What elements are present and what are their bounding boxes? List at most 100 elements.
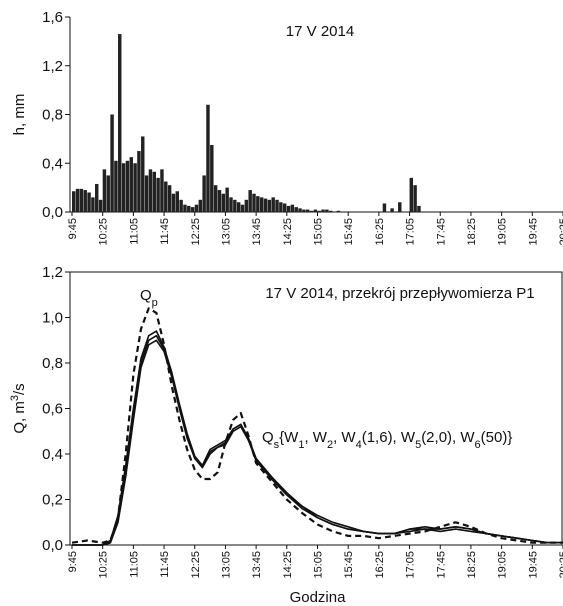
bar — [148, 169, 153, 212]
bar — [229, 197, 233, 212]
x-tick-label: 13:45 — [251, 218, 263, 246]
bar — [210, 144, 214, 212]
x-tick-label: 14:25 — [282, 218, 294, 246]
bar — [106, 175, 110, 212]
annotation-part: Q — [140, 287, 152, 304]
x-tick-label: 17:05 — [405, 551, 417, 579]
bar — [175, 191, 180, 212]
label-part: 3 — [9, 395, 21, 401]
y-tick-label: 1,2 — [42, 264, 63, 281]
y-tick-label: 0,0 — [42, 537, 63, 554]
bar — [160, 169, 164, 212]
x-tick-label: 11:05 — [128, 551, 140, 578]
x-tick-label: 10:25 — [98, 551, 110, 579]
bar — [263, 198, 268, 212]
bar — [87, 192, 91, 212]
y-tick-label: 0,8 — [42, 355, 63, 372]
bar — [187, 205, 191, 212]
bar — [313, 209, 318, 212]
x-tick-label: 11:05 — [128, 218, 140, 245]
x-tick-label: 13:05 — [220, 218, 232, 246]
annotation-part: Q — [262, 429, 274, 446]
bar — [279, 202, 283, 212]
bar — [305, 209, 310, 212]
bar — [417, 205, 421, 212]
x-tick-label: 16:25 — [374, 551, 386, 579]
y-tick-label: 1,2 — [42, 58, 63, 75]
x-tick-label: 17:05 — [405, 218, 417, 246]
chart-title: 17 V 2014, przekrój przepływomierza P1 — [265, 285, 534, 302]
x-tick-label: 17:45 — [435, 218, 447, 246]
bar — [382, 203, 387, 212]
bar — [225, 187, 229, 212]
bar — [156, 177, 160, 212]
bar — [75, 188, 80, 212]
bar — [72, 191, 76, 212]
bar — [125, 160, 130, 212]
x-axis-label: Godzina — [290, 589, 347, 606]
annotation-part: 6 — [475, 439, 481, 451]
annotation-part: {W — [279, 429, 299, 446]
bar — [137, 151, 141, 212]
annotation-part: p — [152, 297, 158, 309]
x-tick-label: 15:45 — [343, 218, 355, 246]
bar — [244, 199, 249, 212]
bar — [152, 171, 156, 212]
bar — [164, 181, 168, 212]
bar — [325, 209, 329, 212]
bar — [129, 157, 133, 212]
bar — [240, 204, 245, 212]
annotation-part: (50)} — [481, 429, 513, 446]
y-tick-label: 0,4 — [42, 155, 63, 172]
bar — [183, 204, 187, 212]
bar — [290, 204, 295, 212]
bar — [91, 197, 95, 212]
bar — [271, 197, 275, 212]
annotation-part: s — [274, 439, 280, 451]
y-tick-label: 0,6 — [42, 401, 63, 418]
bar — [329, 210, 333, 212]
bar — [83, 190, 87, 212]
line-series — [72, 330, 563, 546]
plot-frame — [69, 271, 563, 546]
y-axis-label: Q, m3/s — [9, 383, 28, 433]
bar — [102, 169, 107, 212]
annotation-part: (2,0), W — [421, 429, 475, 446]
x-tick-label: 15:45 — [343, 551, 355, 579]
bar — [282, 203, 287, 212]
label-part: Q, m — [11, 401, 28, 434]
bar — [336, 210, 341, 212]
bar — [294, 207, 298, 212]
annotation-part: , W — [333, 429, 356, 446]
x-tick-label: 12:25 — [190, 218, 202, 246]
y-tick-label: 0,4 — [42, 446, 63, 463]
bar — [179, 199, 183, 212]
x-tick-label: 11:45 — [159, 218, 171, 245]
x-tick-label: 20:25 — [558, 218, 563, 246]
bar — [248, 190, 252, 212]
annotation: Qs{W1, W2, W4(1,6), W5(2,0), W6(50)} — [262, 429, 512, 451]
x-tick-label: 19:05 — [497, 218, 509, 246]
bar — [190, 207, 195, 212]
bar — [267, 199, 272, 212]
y-tick-label: 1,0 — [42, 310, 63, 327]
bar — [390, 208, 394, 212]
y-tick-label: 1,6 — [42, 9, 63, 26]
x-tick-label: 15:05 — [313, 218, 325, 246]
x-tick-label: 10:25 — [98, 218, 110, 246]
bar — [110, 114, 114, 212]
bar — [259, 197, 264, 212]
bar — [206, 104, 210, 212]
x-tick-label: 19:05 — [497, 551, 509, 579]
y-tick-label: 0,0 — [42, 204, 63, 221]
bar — [256, 196, 260, 212]
y-tick-label: 0,8 — [42, 107, 63, 124]
bar — [398, 202, 402, 212]
bar — [309, 210, 314, 212]
chart-title: 17 V 2014 — [286, 23, 354, 40]
bar — [202, 175, 206, 212]
bar — [286, 205, 291, 212]
bar — [79, 188, 84, 212]
bar — [275, 199, 279, 212]
